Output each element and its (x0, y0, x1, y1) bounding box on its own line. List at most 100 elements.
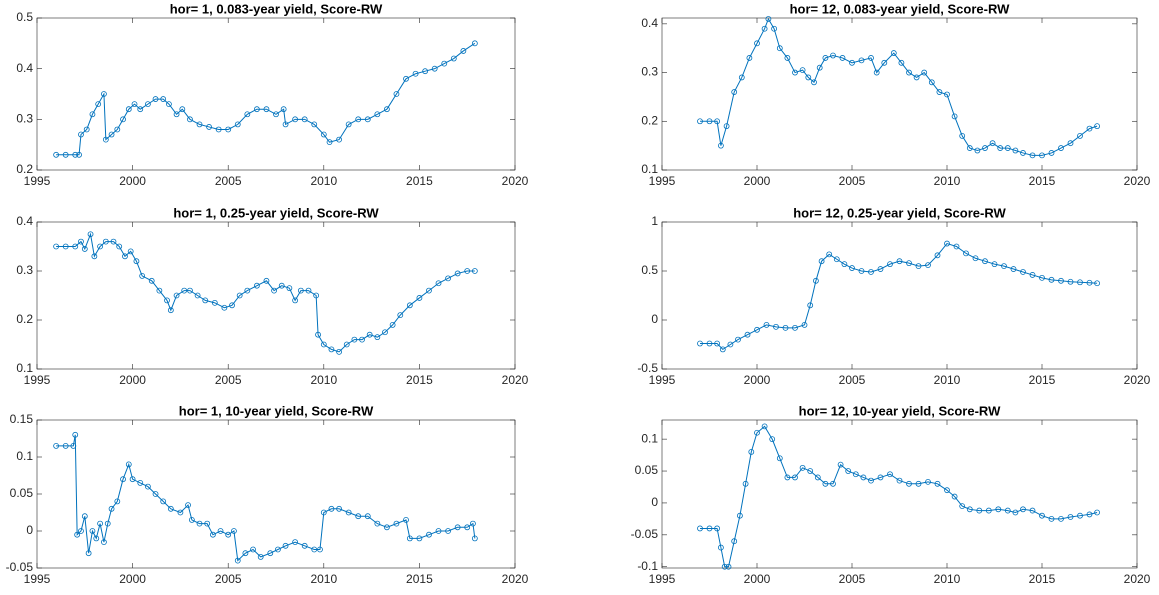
data-point (406, 535, 413, 542)
data-point (374, 520, 381, 527)
data-point (320, 131, 327, 138)
data-point (721, 563, 728, 570)
data-point (1067, 140, 1074, 147)
x-tick-label: 2000 (119, 373, 146, 387)
data-point (841, 261, 848, 268)
data-point (137, 106, 144, 113)
data-point (738, 74, 745, 81)
axes-box (36, 419, 516, 569)
data-point (156, 287, 163, 294)
data-point (102, 136, 109, 143)
data-point (435, 280, 442, 287)
data-point (719, 346, 726, 353)
data-point (336, 505, 342, 512)
data-line (700, 242, 1098, 351)
data-point (244, 111, 251, 118)
data-point (845, 468, 852, 474)
data-point (364, 513, 371, 520)
data-point (133, 258, 140, 265)
data-point (1058, 277, 1064, 284)
data-point (53, 151, 60, 158)
data-point (1020, 506, 1026, 513)
data-point (359, 336, 365, 343)
data-point (355, 116, 362, 123)
axes-box (36, 17, 516, 171)
data-point (1020, 269, 1026, 275)
data-point (1077, 512, 1083, 519)
data-point (108, 505, 115, 512)
data-point (343, 341, 350, 348)
data-point (181, 287, 188, 294)
data-point (225, 531, 232, 538)
data-point (78, 238, 84, 245)
data-point (355, 513, 362, 520)
data-point (744, 331, 751, 338)
data-point (315, 331, 321, 338)
data-point (925, 262, 931, 269)
x-tick-label: 2010 (310, 174, 337, 188)
data-point (242, 550, 249, 557)
y-tick-label: 0.3 (641, 65, 658, 79)
y-tick-label: 0.1 (16, 449, 33, 463)
data-point (160, 96, 167, 102)
data-point (906, 69, 912, 76)
y-tick-label: -0.5 (637, 361, 658, 375)
data-point (921, 69, 928, 76)
data-point (727, 341, 734, 348)
data-point (406, 302, 413, 309)
data-point (769, 436, 776, 443)
data-point (173, 111, 180, 118)
data-point (951, 113, 958, 120)
x-tick-label: 2010 (934, 572, 961, 586)
data-point (966, 145, 973, 151)
data-point (807, 302, 814, 309)
data-point (697, 340, 703, 347)
data-point (202, 297, 209, 304)
y-tick-label: -0.05 (631, 527, 659, 541)
y-tick-label: 0.2 (641, 113, 658, 127)
data-point (868, 55, 874, 61)
data-point (723, 123, 730, 130)
data-point (731, 538, 738, 545)
data-point (435, 528, 442, 534)
data-point (422, 68, 429, 75)
data-point (320, 509, 327, 516)
data-point (771, 25, 777, 32)
data-point (83, 126, 90, 133)
y-tick-label: 0 (651, 312, 658, 326)
data-point (1086, 125, 1093, 132)
data-point (221, 304, 228, 311)
data-point (868, 269, 874, 275)
data-point (393, 91, 400, 97)
data-point (336, 136, 342, 143)
data-point (830, 480, 836, 487)
data-point (426, 287, 432, 294)
data-point (706, 340, 713, 347)
x-tick-label: 2020 (1124, 174, 1151, 188)
data-point (1020, 150, 1026, 156)
data-point (746, 55, 753, 61)
data-point (799, 67, 806, 74)
data-point (81, 246, 88, 252)
data-point (1077, 279, 1083, 286)
data-point (173, 292, 180, 299)
x-tick-label: 2000 (744, 373, 771, 387)
y-tick-label: 0.05 (635, 463, 659, 477)
data-point (81, 513, 88, 520)
y-tick-label: 0.5 (16, 10, 33, 24)
data-point (697, 118, 703, 125)
data-point (253, 106, 260, 113)
data-point (858, 57, 865, 64)
data-point (263, 277, 270, 284)
data-point (737, 512, 743, 519)
data-point (974, 147, 981, 154)
data-point (416, 535, 423, 542)
data-point (773, 323, 779, 330)
data-point (868, 477, 874, 484)
data-point (271, 287, 277, 294)
data-point (989, 140, 996, 147)
data-point (62, 442, 69, 449)
data-point (887, 471, 893, 478)
data-point (95, 101, 102, 108)
data-point (231, 528, 237, 534)
